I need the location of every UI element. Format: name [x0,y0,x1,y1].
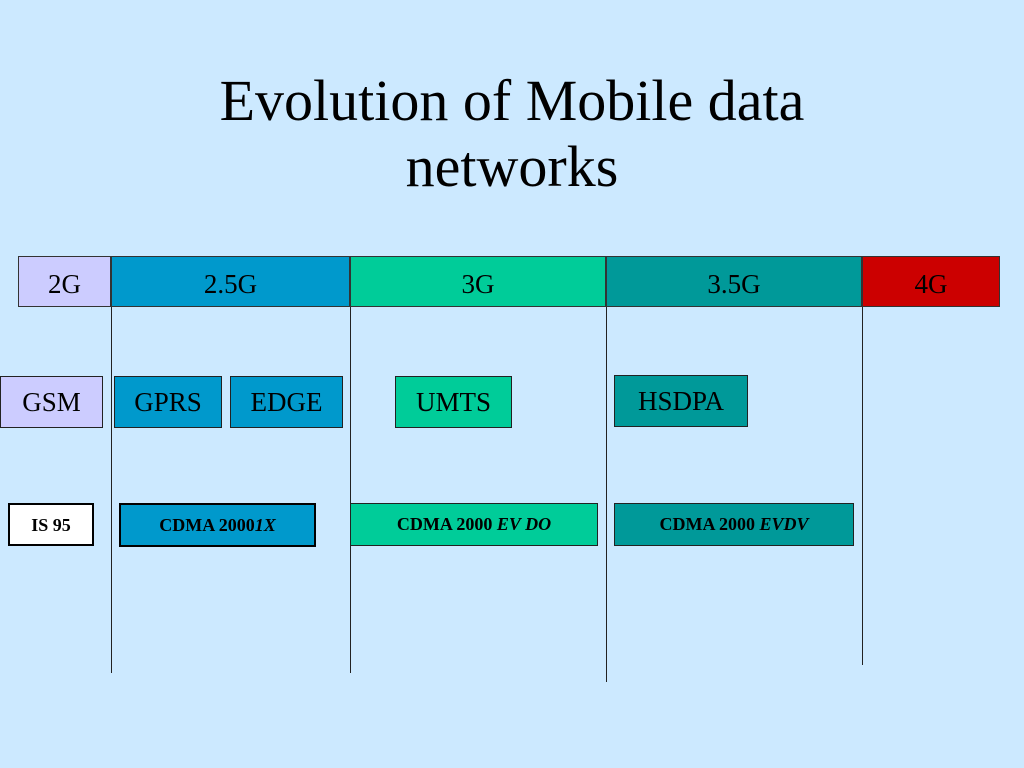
tech-edge-label: EDGE [250,386,323,417]
generation-3-5g-label: 3.5G [707,269,761,299]
tech-is95: IS 95 [8,503,94,546]
tech-cdma2000-ev-do-suffix: EV DO [496,514,552,534]
tech-gsm-label: GSM [22,386,81,417]
tech-cdma2000-evdv: CDMA 2000 EVDV [614,503,854,546]
slide-title: Evolution of Mobile data networks [0,68,1024,200]
tech-edge: EDGE [230,376,343,428]
tech-hsdpa-label: HSDPA [637,386,725,416]
generation-2-5g: 2.5G [111,256,350,307]
slide-title-line-1: Evolution of Mobile data [219,68,805,133]
slide-title-line-2: networks [405,134,619,199]
divider-2g-2-5g [111,307,112,673]
generation-3g-label: 3G [461,269,495,299]
tech-cdma2000-evdv-suffix: EVDV [759,514,809,534]
tech-is95-label: IS 95 [31,515,71,535]
generation-4g: 4G [862,256,1000,307]
generation-3g: 3G [350,256,606,307]
generation-4g-label: 4G [914,269,948,299]
tech-cdma2000-evdv-prefix: CDMA 2000 [659,514,755,534]
tech-gsm: GSM [0,376,103,428]
tech-umts-label: UMTS [415,386,491,417]
divider-3-5g-4g [862,307,863,665]
tech-cdma2000-1x: CDMA 2000 1X [119,503,316,547]
generation-3-5g: 3.5G [606,256,862,307]
divider-3g-3-5g [606,307,607,682]
tech-gprs-label: GPRS [134,386,202,417]
tech-cdma2000-1x-prefix: CDMA 2000 [159,514,255,535]
tech-cdma2000-ev-do-prefix: CDMA 2000 [396,514,493,534]
generation-2g: 2G [18,256,111,307]
tech-hsdpa: HSDPA [614,375,748,427]
tech-umts: UMTS [395,376,512,428]
divider-2-5g-3g [350,307,351,673]
tech-cdma2000-ev-do: CDMA 2000 EV DO [350,503,598,546]
tech-gprs: GPRS [114,376,222,428]
generation-2g-label: 2G [48,269,81,299]
generation-2-5g-label: 2.5G [203,269,258,299]
tech-cdma2000-1x-suffix: 1X [254,514,276,535]
